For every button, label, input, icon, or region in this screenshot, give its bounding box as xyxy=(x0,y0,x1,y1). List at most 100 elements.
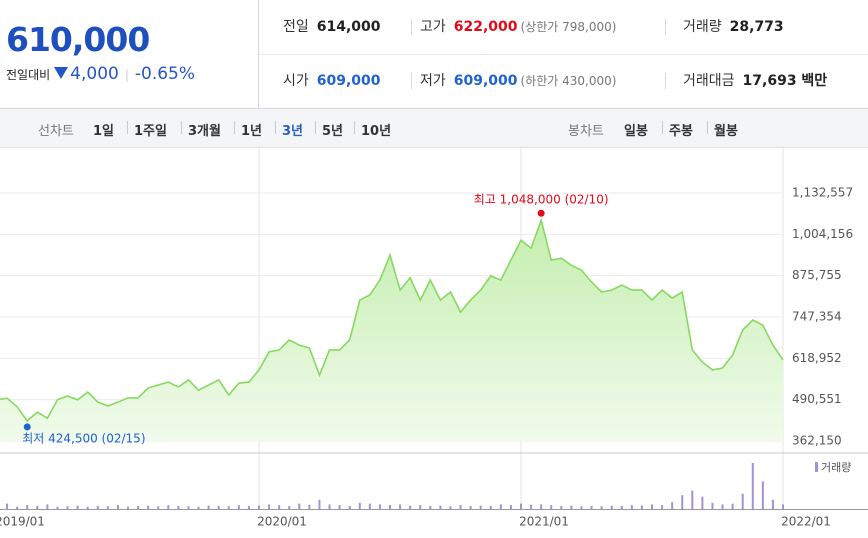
volume-bar xyxy=(741,493,744,509)
volume-bar xyxy=(651,504,653,509)
volume-bar xyxy=(590,505,593,509)
volume-bar xyxy=(771,499,774,509)
volume-bar xyxy=(358,502,361,509)
volume-bar xyxy=(187,506,190,509)
volume-bar xyxy=(489,505,492,509)
period-tab[interactable]: 1주일 xyxy=(134,124,167,139)
volume-bar xyxy=(368,503,371,509)
chart-tab[interactable]: 주봉 xyxy=(669,124,693,139)
annotation-marker xyxy=(537,209,545,217)
y-tick-label: 618,952 xyxy=(792,351,842,365)
annotation-label: 최고 1,048,000 (02/10) xyxy=(474,193,609,207)
volume-bar xyxy=(509,505,512,509)
volume-bar xyxy=(268,504,271,509)
volume-bar xyxy=(328,504,331,509)
stat-value: 17,693 백만 xyxy=(742,73,828,89)
volume-bar xyxy=(560,505,563,509)
chart-tab[interactable]: 일봉 xyxy=(624,124,648,139)
volume-bar xyxy=(550,505,553,509)
price-line xyxy=(0,217,784,423)
annotation-marker xyxy=(23,423,31,431)
chart: 362,150 490,551 618,952 747,354 875,755 1,004… xyxy=(0,147,868,529)
volume-bar xyxy=(36,505,39,509)
volume-bar xyxy=(308,504,311,509)
stat-value: 609,000 xyxy=(316,73,381,89)
y-tick-label: 1,004,156 xyxy=(792,227,853,241)
volume-bar xyxy=(469,505,472,509)
volume-bar xyxy=(147,505,150,509)
stat-sub: (하한가 430,000) xyxy=(520,74,617,88)
y-tick-label: 362,150 xyxy=(792,434,842,448)
volume-bar xyxy=(298,503,301,509)
divider xyxy=(181,121,182,134)
change-value: 4,000 xyxy=(70,64,119,84)
volume-bar xyxy=(782,504,784,509)
y-tick-label: 875,755 xyxy=(792,268,842,282)
volume-bar xyxy=(671,502,674,509)
stat: 거래량 28,773 xyxy=(683,0,784,54)
volume-bar xyxy=(570,505,573,509)
change-pct: -0.65% xyxy=(134,64,196,84)
divider: | xyxy=(124,68,129,82)
period-tab[interactable]: 5년 xyxy=(322,124,344,139)
volume-bar xyxy=(751,463,754,509)
x-tick-label: 2020/01 xyxy=(257,515,307,529)
volume-bar xyxy=(177,505,180,509)
volume-bar xyxy=(116,505,119,509)
volume-bar xyxy=(137,505,140,509)
down-arrow xyxy=(54,67,69,79)
volume-bar xyxy=(459,505,462,509)
period-tab[interactable]: 3개월 xyxy=(188,124,221,139)
stat-label: 저가 xyxy=(420,73,446,89)
legend-label: 거래량 xyxy=(821,461,851,474)
volume-bar xyxy=(409,505,412,509)
volume-bar xyxy=(26,505,29,509)
volume-bar xyxy=(540,504,543,509)
volume-bar xyxy=(479,505,482,509)
stat: 거래대금 17,693 백만 xyxy=(683,54,827,108)
volume-bar xyxy=(127,506,129,509)
volume-bar xyxy=(86,506,89,509)
volume-bar xyxy=(661,505,664,509)
volume-bar xyxy=(66,506,69,509)
period-tab[interactable]: 1일 xyxy=(93,124,115,139)
divider xyxy=(127,121,128,134)
volume-bar xyxy=(227,506,230,509)
volume-bar xyxy=(600,506,603,509)
volume-bar xyxy=(520,503,522,509)
volume-bar xyxy=(499,504,502,509)
divider xyxy=(707,121,708,134)
volume-bar xyxy=(419,505,422,509)
volume-bar xyxy=(247,505,250,509)
stat-label: 시가 xyxy=(283,73,309,89)
period-tabs: 선차트 1일 1주일 3개월 1년 3년 5년 10년 봉차트 일봉 주봉 월봉 xyxy=(0,109,868,148)
stat: 저가 609,000 (하한가 430,000) xyxy=(420,54,616,108)
volume-bar xyxy=(106,506,109,509)
volume-bar xyxy=(96,505,99,509)
period-tab[interactable]: 1년 xyxy=(241,124,263,139)
stat-label: 거래대금 xyxy=(683,73,735,89)
chart-tab[interactable]: 월봉 xyxy=(714,124,738,139)
volume-bar xyxy=(278,505,281,509)
y-tick-label: 1,132,557 xyxy=(792,186,853,200)
divider xyxy=(315,121,316,134)
divider xyxy=(665,73,666,89)
stat: 시가 609,000 xyxy=(283,54,381,108)
y-tick-label: 747,354 xyxy=(792,309,842,323)
stat-label: 전일 xyxy=(283,19,309,35)
volume-bar xyxy=(338,505,341,509)
legend-swatch xyxy=(815,462,818,472)
divider xyxy=(665,19,666,35)
volume-bar xyxy=(640,505,643,509)
volume-bar xyxy=(580,506,583,509)
volume-bar xyxy=(16,506,19,509)
stat-label: 거래량 xyxy=(683,19,722,35)
divider xyxy=(234,121,235,134)
change-label: 전일대비 xyxy=(6,68,51,82)
header: 610,000 전일대비 4,000 | -0.65% 전일 614,000 고가 622… xyxy=(0,0,868,109)
period-tab[interactable]: 10년 xyxy=(361,124,392,139)
volume-bar xyxy=(429,505,432,509)
volume-bar xyxy=(630,505,633,509)
period-tab[interactable]: 3년 xyxy=(282,124,304,139)
